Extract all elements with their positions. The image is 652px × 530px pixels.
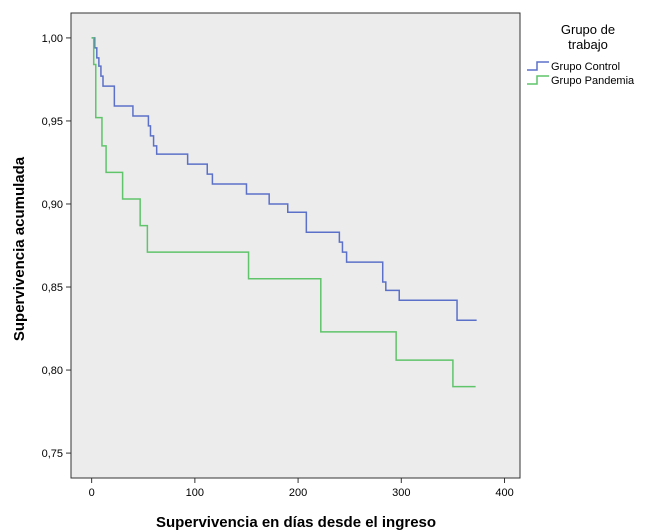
y-axis: 0,75 0,80 0,85 0,90 0,95 1,00: [42, 33, 71, 460]
legend-items: Grupo Control Grupo Pandemia: [527, 61, 635, 87]
plot-area: [71, 13, 520, 478]
series-layer: [91, 37, 477, 388]
legend-item-grupo-pandemia: Grupo Pandemia: [527, 75, 635, 87]
y-axis-title: Supervivencia acumulada: [11, 156, 28, 341]
y-tick-label: 0,95: [42, 116, 63, 128]
x-tick-label: 400: [495, 487, 513, 499]
y-tick-label: 0,90: [42, 199, 63, 211]
y-tick-label: 0,75: [42, 448, 63, 460]
legend-swatch: [527, 61, 549, 71]
x-tick-label: 0: [89, 487, 95, 499]
legend-label: Grupo Pandemia: [551, 75, 635, 87]
legend-item-grupo-control: Grupo Control: [527, 61, 620, 73]
series-line-grupo-control: [91, 37, 477, 321]
legend: Grupo de trabajo Grupo Control Grupo Pand…: [527, 22, 635, 87]
legend-label: Grupo Control: [551, 61, 620, 73]
x-tick-label: 100: [186, 487, 204, 499]
x-tick-label: 200: [289, 487, 307, 499]
legend-swatch: [527, 75, 549, 85]
x-axis: 0 100 200 300 400: [89, 478, 514, 499]
y-tick-label: 0,85: [42, 282, 63, 294]
plot-frame: [70, 12, 521, 479]
x-axis-title: Supervivencia en días desde el ingreso: [156, 514, 436, 530]
legend-title-line-2: trabajo: [568, 37, 608, 52]
legend-title-line-1: Grupo de: [561, 22, 615, 37]
x-tick-label: 300: [392, 487, 410, 499]
series-line-grupo-pandemia: [91, 37, 476, 388]
y-tick-label: 1,00: [42, 33, 63, 45]
y-tick-label: 0,80: [42, 365, 63, 377]
